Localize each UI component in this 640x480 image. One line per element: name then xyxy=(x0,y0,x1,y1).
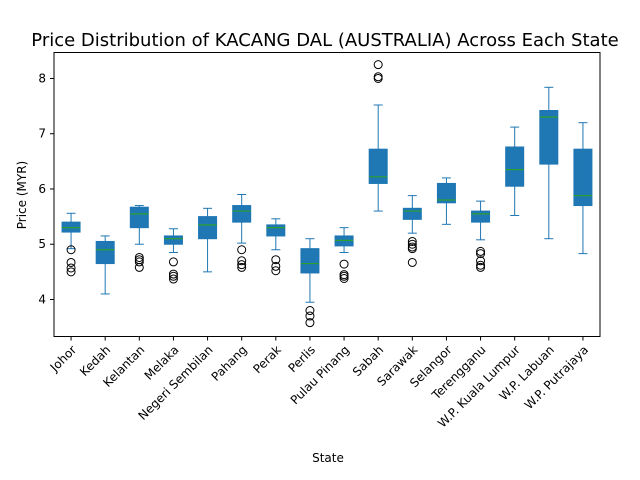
box xyxy=(95,240,115,265)
box xyxy=(539,110,559,165)
outlier-point xyxy=(237,262,247,272)
outlier-point xyxy=(66,257,76,267)
y-tick-label: 6 xyxy=(38,182,46,196)
outlier-point xyxy=(66,267,76,277)
box xyxy=(163,235,183,245)
y-axis-label: Price (MYR) xyxy=(15,161,29,229)
outlier-point xyxy=(134,252,144,262)
outlier-point xyxy=(168,271,178,281)
x-tick-label: Perlis xyxy=(285,343,318,376)
chart-title: Price Distribution of KACANG DAL (AUSTRA… xyxy=(31,30,618,51)
outlier-point xyxy=(373,73,383,83)
outlier-point xyxy=(237,260,247,270)
outlier-point xyxy=(373,60,383,70)
outlier-point xyxy=(476,260,486,270)
box xyxy=(402,207,422,220)
outlier-point xyxy=(339,259,349,269)
x-tick-label: Perak xyxy=(250,343,284,377)
y-tick-label: 4 xyxy=(38,292,46,306)
outlier-point xyxy=(237,245,247,255)
outlier-point xyxy=(237,256,247,266)
outlier-point xyxy=(271,266,281,276)
box xyxy=(266,224,286,237)
x-tick-label: Pahang xyxy=(209,343,250,384)
outlier-point xyxy=(407,239,417,249)
outlier-point xyxy=(271,261,281,271)
box xyxy=(232,205,252,223)
x-axis-label: State xyxy=(312,451,344,465)
box xyxy=(300,248,320,274)
box xyxy=(505,146,525,187)
outlier-point xyxy=(66,245,76,255)
outlier-point xyxy=(168,257,178,267)
outlier-point xyxy=(407,236,417,246)
outlier-point xyxy=(476,262,486,272)
outlier-point xyxy=(168,269,178,279)
box xyxy=(436,182,456,204)
box xyxy=(368,148,388,184)
y-tick-label: 7 xyxy=(38,127,46,141)
outlier-point xyxy=(305,311,315,321)
outlier-point xyxy=(305,306,315,316)
y-tick-label: 5 xyxy=(38,237,46,251)
outlier-point xyxy=(305,318,315,328)
box xyxy=(471,210,491,223)
outlier-point xyxy=(271,255,281,265)
outlier-point xyxy=(407,257,417,267)
outlier-point xyxy=(168,274,178,284)
outlier-point xyxy=(476,249,486,259)
y-tick-label: 8 xyxy=(38,71,46,85)
outlier-point xyxy=(66,263,76,273)
outlier-point xyxy=(476,256,486,266)
outlier-point xyxy=(339,273,349,283)
plot-frame xyxy=(53,52,601,337)
x-tick-label: Johor xyxy=(47,343,79,375)
box xyxy=(129,206,149,229)
outlier-point xyxy=(339,271,349,281)
outlier-point xyxy=(476,246,486,256)
box xyxy=(198,216,218,240)
outlier-point xyxy=(134,257,144,267)
outlier-point xyxy=(134,262,144,272)
outlier-point xyxy=(407,244,417,254)
box xyxy=(573,148,593,207)
